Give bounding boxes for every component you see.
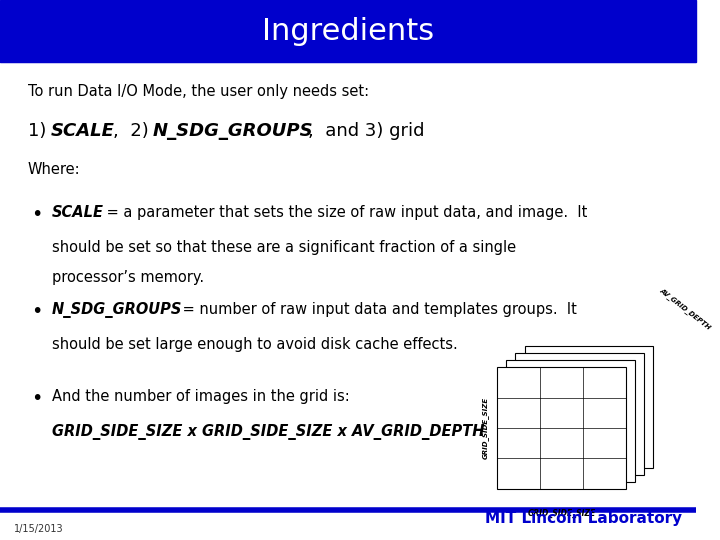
Text: Ingredients: Ingredients xyxy=(262,17,434,45)
Text: •: • xyxy=(31,389,42,408)
Text: should be set large enough to avoid disk cache effects.: should be set large enough to avoid disk… xyxy=(52,338,458,353)
Text: N_SDG_GROUPS: N_SDG_GROUPS xyxy=(153,122,314,139)
Text: •: • xyxy=(31,302,42,321)
Text: N_SDG_GROUPS: N_SDG_GROUPS xyxy=(52,302,183,319)
Text: processor’s memory.: processor’s memory. xyxy=(52,270,204,285)
Bar xyxy=(516,353,644,475)
Bar xyxy=(498,367,626,489)
Bar xyxy=(0,0,696,62)
Text: GRID_SIDE_SIZE x GRID_SIDE_SIZE x AV_GRID_DEPTH: GRID_SIDE_SIZE x GRID_SIDE_SIZE x AV_GRI… xyxy=(52,424,485,440)
Text: = a parameter that sets the size of raw input data, and image.  It: = a parameter that sets the size of raw … xyxy=(102,205,588,220)
Text: 1): 1) xyxy=(28,122,52,139)
Text: SCALE: SCALE xyxy=(52,205,104,220)
Text: SCALE: SCALE xyxy=(51,122,115,139)
Bar xyxy=(506,360,635,482)
Bar xyxy=(525,346,653,468)
Text: Where:: Where: xyxy=(28,162,81,177)
Text: GRID_SIDE_SIZE: GRID_SIDE_SIZE xyxy=(528,509,596,518)
Text: ,  2): , 2) xyxy=(113,122,154,139)
Text: should be set so that these are a significant fraction of a single: should be set so that these are a signif… xyxy=(52,240,516,255)
Text: MIT Lincoln Laboratory: MIT Lincoln Laboratory xyxy=(485,511,682,526)
Text: = number of raw input data and templates groups.  It: = number of raw input data and templates… xyxy=(178,302,577,318)
Text: •: • xyxy=(31,205,42,224)
Text: And the number of images in the grid is:: And the number of images in the grid is: xyxy=(52,389,350,404)
Text: GRID_SIDE_SIZE: GRID_SIDE_SIZE xyxy=(482,397,488,459)
Text: ,  and 3) grid: , and 3) grid xyxy=(308,122,425,139)
Text: To run Data I/O Mode, the user only needs set:: To run Data I/O Mode, the user only need… xyxy=(28,84,369,99)
Text: AV_GRID_DEPTH: AV_GRID_DEPTH xyxy=(659,287,713,331)
Text: 1/15/2013: 1/15/2013 xyxy=(14,524,63,534)
